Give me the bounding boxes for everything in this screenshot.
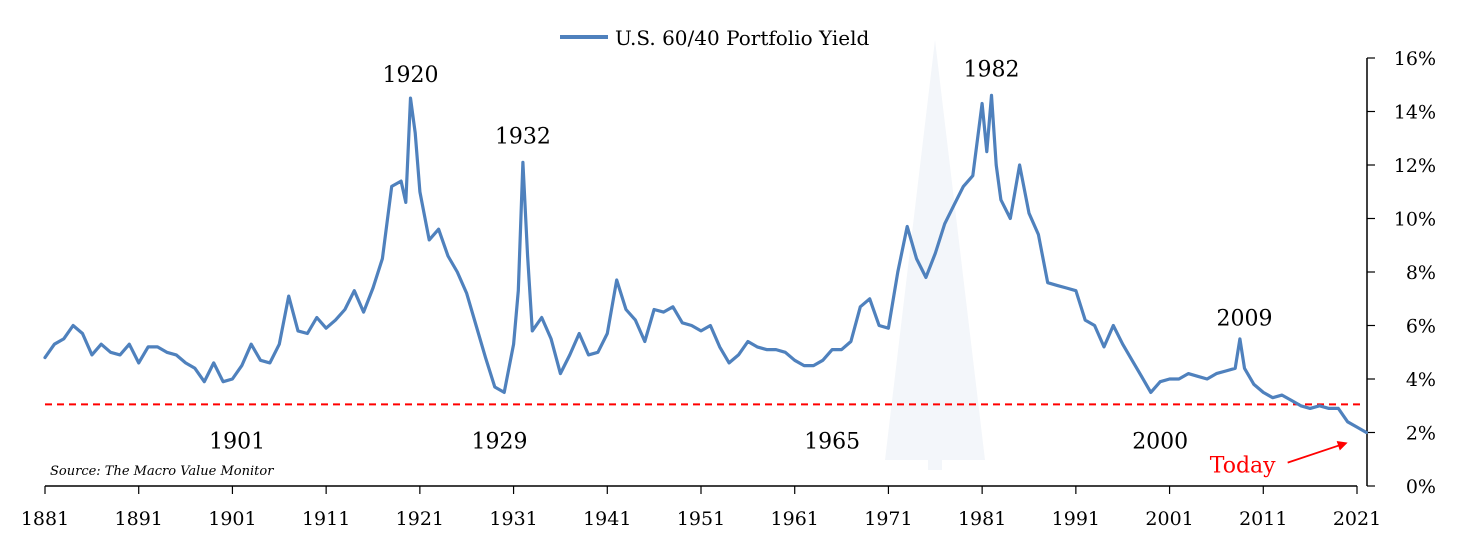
legend: U.S. 60/40 Portfolio Yield	[560, 26, 869, 50]
x-tick-label: 2001	[1145, 508, 1193, 530]
x-tick-label: 1981	[958, 508, 1006, 530]
x-tick-label: 2011	[1239, 508, 1287, 530]
x-tick-label: 1961	[771, 508, 819, 530]
y-tick-label: 16%	[1394, 48, 1436, 70]
series-line-yield	[43, 93, 1369, 435]
year-annotation: 2009	[1217, 307, 1273, 332]
today-arrow	[1287, 440, 1348, 464]
x-tick-label: 2021	[1333, 508, 1381, 530]
y-tick-label: 8%	[1406, 262, 1436, 284]
year-annotation: 1982	[964, 58, 1020, 83]
y-tick-label: 6%	[1406, 316, 1436, 338]
legend-label: U.S. 60/40 Portfolio Yield	[615, 26, 869, 50]
y-tick-label: 10%	[1394, 209, 1436, 231]
source-note: Source: The Macro Value Monitor	[50, 464, 274, 479]
x-tick-label: 1971	[864, 508, 912, 530]
x-tick-label: 1901	[208, 508, 256, 530]
y-tick-label: 4%	[1406, 369, 1436, 391]
year-annotation: 1965	[804, 430, 860, 455]
today-label: Today	[1210, 454, 1276, 479]
x-tick-label: 1911	[302, 508, 350, 530]
y-tick-label: 14%	[1394, 102, 1436, 124]
year-annotation: 1901	[209, 430, 265, 455]
x-tick-label: 1921	[396, 508, 444, 530]
today-callout: Today	[1210, 440, 1348, 479]
y-tick-label: 2%	[1406, 423, 1436, 445]
x-tick-label: 1951	[677, 508, 725, 530]
x-tick-label: 1941	[583, 508, 631, 530]
x-tick-label: 1931	[489, 508, 537, 530]
year-annotation: 1920	[382, 63, 438, 88]
year-annotation: 1932	[495, 125, 551, 150]
x-tick-label: 1891	[115, 508, 163, 530]
axes: 1881 1891 1901 1911 1921 1931 1941 1951 1961 1971…	[21, 48, 1436, 530]
annotations: 1920 1932 1982 2009 1901 1929 1965 2000	[209, 58, 1272, 455]
y-tick-label: 0%	[1406, 476, 1436, 498]
x-tick-label: 1991	[1052, 508, 1100, 530]
series-group	[43, 93, 1369, 435]
year-annotation: 1929	[472, 430, 528, 455]
y-tick-label: 12%	[1394, 155, 1436, 177]
x-tick-label: 1881	[21, 508, 69, 530]
year-annotation: 2000	[1132, 430, 1188, 455]
